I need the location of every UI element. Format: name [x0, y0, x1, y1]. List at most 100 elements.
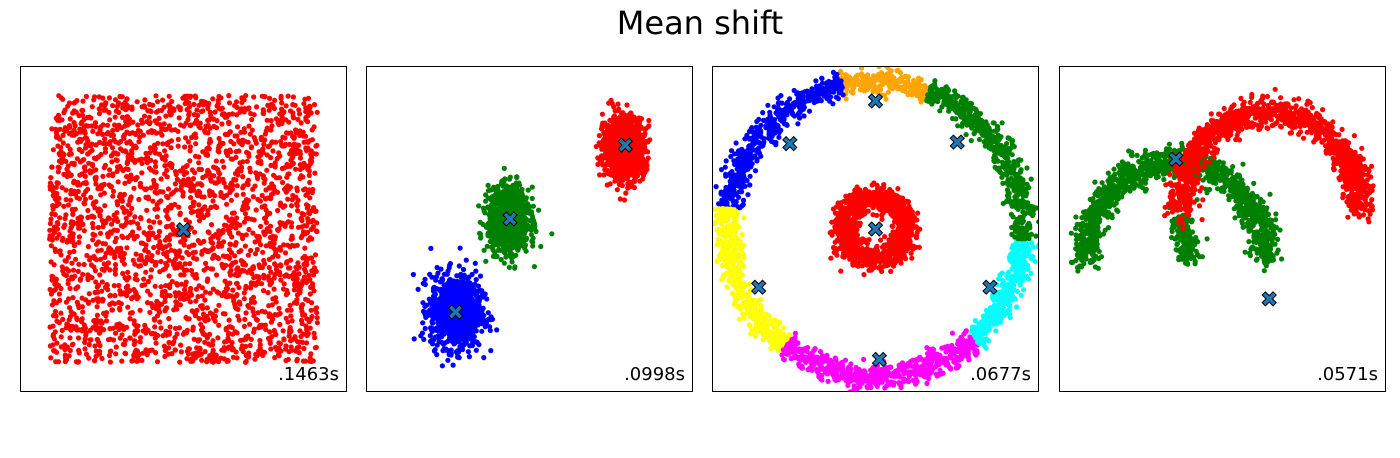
- point: [272, 234, 278, 240]
- point: [213, 158, 219, 164]
- point: [298, 235, 304, 241]
- point: [76, 304, 82, 311]
- point: [502, 250, 508, 256]
- point: [287, 212, 293, 218]
- point: [82, 346, 88, 352]
- point: [275, 253, 281, 259]
- point: [245, 252, 251, 258]
- point: [427, 338, 434, 344]
- point: [90, 201, 96, 207]
- point: [300, 133, 306, 139]
- point: [127, 198, 133, 204]
- point: [166, 257, 172, 263]
- point: [216, 255, 222, 262]
- point: [86, 114, 92, 120]
- point: [118, 301, 124, 307]
- point: [290, 336, 296, 342]
- point: [270, 190, 276, 197]
- point: [177, 359, 183, 365]
- point: [519, 207, 525, 213]
- point: [124, 114, 131, 120]
- point: [172, 181, 178, 187]
- point: [49, 237, 55, 243]
- point: [309, 300, 315, 306]
- point: [95, 282, 102, 288]
- point: [290, 102, 296, 108]
- point: [108, 246, 114, 253]
- point: [79, 148, 85, 155]
- point: [294, 358, 300, 364]
- point: [203, 260, 209, 266]
- point: [290, 94, 296, 100]
- point: [434, 264, 440, 271]
- point: [249, 117, 255, 123]
- point: [225, 152, 231, 158]
- point: [117, 198, 123, 204]
- point: [101, 102, 107, 108]
- point: [65, 254, 71, 260]
- point: [285, 93, 291, 99]
- point: [212, 109, 218, 115]
- point: [432, 291, 438, 297]
- point: [65, 202, 72, 208]
- point: [184, 316, 190, 322]
- point: [277, 153, 283, 159]
- point: [484, 243, 490, 249]
- point: [117, 288, 123, 294]
- point: [241, 290, 247, 296]
- point: [254, 246, 260, 253]
- point: [163, 260, 169, 267]
- point: [75, 268, 81, 274]
- point: [167, 324, 173, 330]
- point: [265, 195, 271, 201]
- point: [75, 179, 81, 185]
- point: [523, 235, 530, 241]
- axes-frame: [20, 66, 347, 392]
- point: [248, 144, 254, 150]
- point: [293, 166, 299, 172]
- point: [206, 146, 212, 152]
- point: [191, 112, 197, 118]
- point: [123, 215, 129, 222]
- point: [490, 253, 496, 259]
- point: [489, 194, 495, 200]
- point: [300, 278, 306, 284]
- point: [186, 112, 192, 118]
- point: [176, 115, 182, 121]
- point: [120, 255, 127, 262]
- point: [128, 295, 135, 302]
- point: [229, 340, 235, 346]
- point: [67, 347, 73, 354]
- point: [219, 105, 225, 111]
- point: [300, 331, 306, 337]
- point: [57, 215, 63, 221]
- point: [285, 242, 291, 248]
- point: [313, 344, 319, 350]
- point: [109, 221, 115, 227]
- point: [191, 255, 197, 261]
- point: [433, 274, 440, 280]
- point: [124, 293, 130, 299]
- point: [314, 320, 320, 326]
- point: [229, 210, 236, 216]
- point: [283, 272, 289, 278]
- point: [281, 109, 287, 115]
- point: [169, 351, 175, 357]
- point: [48, 175, 54, 181]
- point: [509, 245, 515, 251]
- point: [241, 296, 247, 302]
- point: [93, 142, 99, 148]
- point: [142, 186, 148, 192]
- point: [144, 119, 150, 125]
- point: [48, 216, 54, 222]
- point: [130, 219, 136, 225]
- point: [160, 267, 166, 273]
- point: [186, 346, 192, 352]
- point: [230, 111, 236, 117]
- point: [474, 320, 480, 326]
- point: [92, 120, 99, 126]
- point: [181, 171, 187, 177]
- point: [182, 144, 188, 150]
- point: [236, 284, 242, 291]
